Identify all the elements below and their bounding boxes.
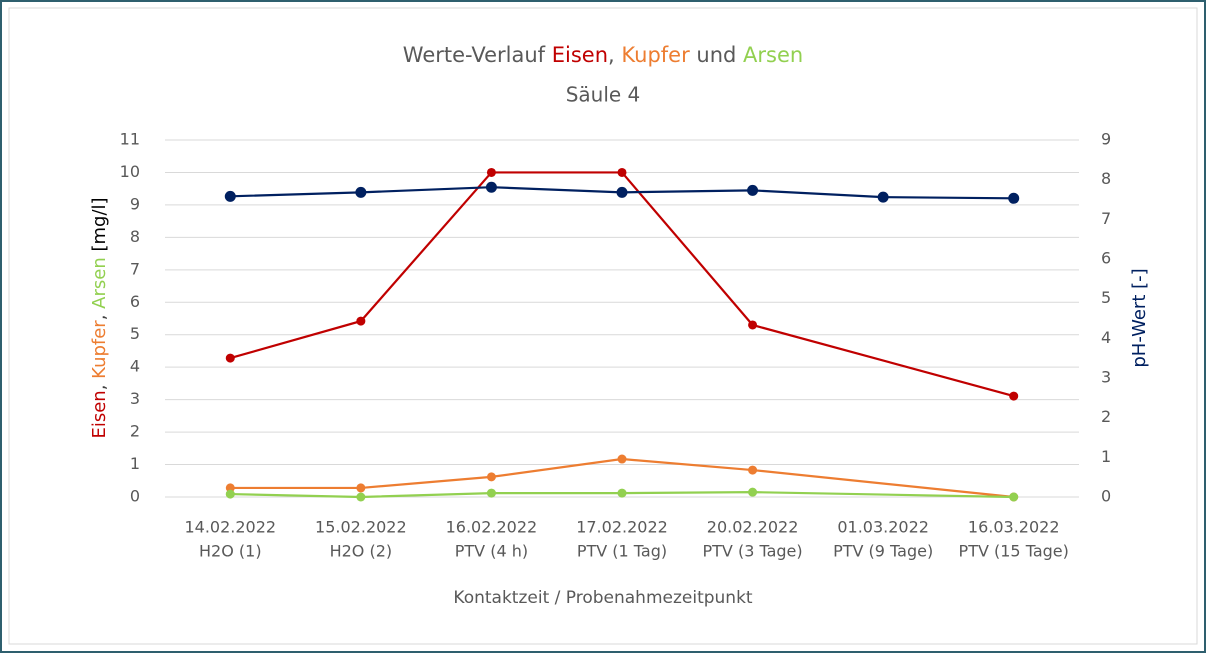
data-point <box>617 454 627 464</box>
data-point <box>877 191 889 203</box>
x-tick-label: PTV (3 Tage) <box>703 542 803 561</box>
data-point <box>356 483 366 493</box>
y-tick-label: 10 <box>120 162 140 181</box>
data-point <box>1008 192 1020 204</box>
y-label-part: Arsen <box>89 257 110 309</box>
data-point <box>748 465 758 475</box>
x-tick-label: PTV (4 h) <box>455 542 528 561</box>
data-point <box>1009 492 1019 502</box>
data-point <box>486 472 496 482</box>
y-tick-label: 6 <box>130 292 140 311</box>
data-point <box>355 186 367 198</box>
data-point <box>485 181 497 193</box>
subtitle: Säule 4 <box>566 83 641 107</box>
data-point <box>486 488 496 498</box>
x-tick-label: PTV (15 Tage) <box>959 542 1069 561</box>
y2-tick-label: 3 <box>1101 368 1111 387</box>
data-point <box>225 353 235 363</box>
y2-tick-label: 8 <box>1101 169 1111 188</box>
data-point <box>617 488 627 498</box>
y-tick-label: 7 <box>130 259 140 278</box>
x-tick-label: 20.02.2022 <box>707 518 799 537</box>
x-tick-label: H2O (1) <box>199 542 262 561</box>
series-line <box>230 457 1014 499</box>
y2-tick-label: 4 <box>1101 328 1111 347</box>
x-tick-label: 01.03.2022 <box>837 518 929 537</box>
x-axis-label: Kontaktzeit / Probenahmezeitpunkt <box>453 588 753 608</box>
y-label-part: Kupfer <box>89 320 110 379</box>
title-part: Arsen <box>743 43 803 67</box>
title-part: , <box>608 43 621 67</box>
chart-area <box>8 7 1198 645</box>
data-point <box>748 320 758 330</box>
x-tick-label: 17.02.2022 <box>576 518 668 537</box>
title-part: Kupfer <box>621 43 690 67</box>
x-tick-label: PTV (1 Tag) <box>577 542 667 561</box>
data-point <box>356 492 366 502</box>
x-tick-label: 15.02.2022 <box>315 518 407 537</box>
data-point <box>747 184 759 196</box>
y-label-part: [mg/l] <box>89 197 110 257</box>
data-point <box>486 167 496 177</box>
x-tick-label: 14.02.2022 <box>184 518 276 537</box>
y2-tick-label: 2 <box>1101 407 1111 426</box>
y-label-part: Eisen <box>89 390 110 438</box>
y-tick-label: 1 <box>130 454 140 473</box>
x-tick-label: 16.02.2022 <box>446 518 538 537</box>
x-tick-label: 16.03.2022 <box>968 518 1060 537</box>
series-line <box>229 171 1014 398</box>
x-tick-label: PTV (9 Tage) <box>833 542 933 561</box>
data-point <box>224 190 236 202</box>
y2-tick-label: 6 <box>1101 249 1111 268</box>
data-point <box>356 316 366 326</box>
y2-tick-label: 0 <box>1101 487 1111 506</box>
data-point <box>616 186 628 198</box>
y-axis-label: Eisen, Kupfer, Arsen [mg/l] <box>89 197 110 438</box>
y-tick-label: 8 <box>130 227 140 246</box>
y-label-part: , <box>89 379 110 390</box>
y2-tick-label: 9 <box>1101 130 1111 149</box>
y-tick-label: 5 <box>130 324 140 343</box>
y-label-part: , <box>89 309 110 320</box>
chart-title: Werte-Verlauf Eisen, Kupfer und Arsen <box>403 43 803 67</box>
data-point <box>1009 391 1019 401</box>
data-point <box>225 483 235 493</box>
data-point <box>225 489 235 499</box>
y-tick-label: 4 <box>130 357 140 376</box>
y-tick-label: 11 <box>120 130 140 149</box>
title-part: Eisen <box>552 43 608 67</box>
y2-tick-label: 5 <box>1101 288 1111 307</box>
y-tick-label: 3 <box>130 389 140 408</box>
y-tick-label: 0 <box>130 487 140 506</box>
data-point <box>748 487 758 497</box>
y2-axis-label: pH-Wert [-] <box>1129 268 1150 367</box>
data-point <box>617 167 627 177</box>
title-part: und <box>690 43 743 67</box>
title-part: Werte-Verlauf <box>403 43 552 67</box>
y2-tick-label: 7 <box>1101 209 1111 228</box>
x-tick-label: H2O (2) <box>330 542 393 561</box>
y-tick-label: 9 <box>130 194 140 213</box>
y2-tick-label: 1 <box>1101 447 1111 466</box>
y-tick-label: 2 <box>130 422 140 441</box>
series-line <box>230 491 1014 499</box>
